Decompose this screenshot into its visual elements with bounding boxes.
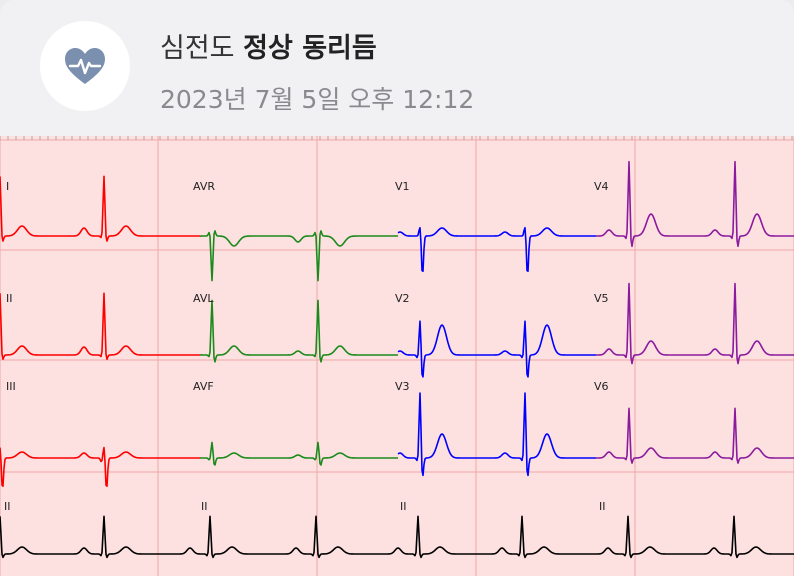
- page-title: 심전도 정상 동리듬: [160, 26, 377, 65]
- lead-label-avr: AVR: [193, 180, 215, 193]
- ecg-trace-iii: [0, 446, 200, 487]
- ecg-trace-avl: [199, 299, 398, 363]
- ecg-grid: [0, 136, 794, 576]
- ecg-header: 심전도 정상 동리듬 2023년 7월 5일 오후 12:12: [0, 0, 794, 136]
- ecg-trace-avr: [199, 230, 398, 282]
- rhythm-label-2: II: [201, 500, 208, 513]
- ecg-trace-avf: [199, 441, 398, 466]
- ecg-trace-v1: [397, 226, 596, 273]
- heart-pulse-icon: [65, 48, 105, 84]
- lead-label-i: I: [6, 180, 9, 193]
- lead-label-iii: III: [6, 380, 16, 393]
- ecg-icon-circle: [40, 21, 130, 111]
- lead-label-v2: V2: [395, 292, 410, 305]
- ecg-chart: I AVR V1 V4 II AVL V2 V5 III AVF V3 V6 I…: [0, 136, 794, 576]
- lead-label-v6: V6: [594, 380, 609, 393]
- lead-label-v4: V4: [594, 180, 609, 193]
- lead-label-v3: V3: [395, 380, 410, 393]
- ecg-timestamp: 2023년 7월 5일 오후 12:12: [160, 85, 475, 114]
- ecg-grid-background: [0, 136, 794, 576]
- rhythm-label-1: II: [4, 500, 11, 513]
- lead-label-avf: AVF: [193, 380, 214, 393]
- ecg-result: 정상 동리듬: [243, 33, 377, 64]
- ecg-trace-v5: [596, 282, 794, 365]
- ecg-trace-rhythm-ii: [0, 515, 794, 559]
- ecg-trace-ii: [0, 292, 200, 360]
- rhythm-label-4: II: [599, 500, 606, 513]
- lead-label-ii: II: [6, 292, 13, 305]
- rhythm-label-3: II: [400, 500, 407, 513]
- lead-label-v1: V1: [395, 180, 410, 193]
- ecg-trace-i: [0, 175, 200, 242]
- ecg-lead-labels: I AVR V1 V4 II AVL V2 V5 III AVF V3 V6 I…: [4, 180, 609, 513]
- ecg-traces: [0, 160, 794, 559]
- ecg-trace-v2: [397, 320, 596, 378]
- ecg-trace-v6: [596, 407, 794, 464]
- title-prefix: 심전도: [160, 33, 235, 64]
- ecg-trace-v3: [397, 392, 596, 477]
- lead-label-v5: V5: [594, 292, 609, 305]
- lead-label-avl: AVL: [193, 292, 214, 305]
- ecg-trace-v4: [596, 160, 794, 248]
